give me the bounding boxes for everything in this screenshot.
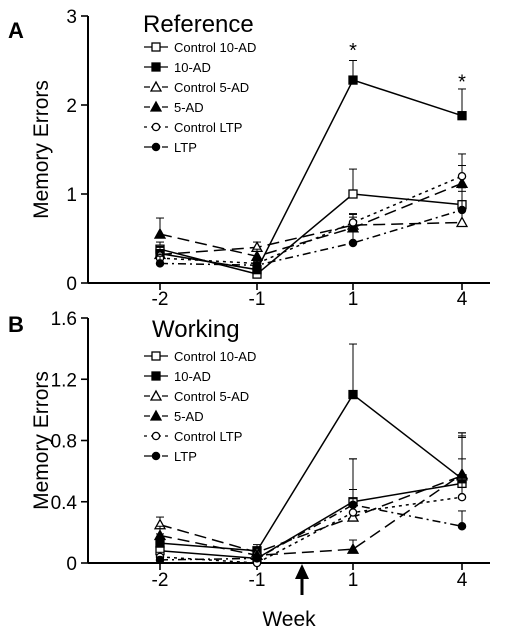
panel-a-series-control-5-ad-line [159, 221, 463, 256]
panel-b-legend-marker [151, 351, 161, 361]
panel-a-legend-label: 10-AD [174, 60, 211, 75]
panel-a-x-tick-label: 1 [348, 289, 359, 310]
panel-a-legend-label: Control LTP [174, 120, 242, 135]
panel-a-series-control-5-ad-point [455, 216, 469, 228]
panel-b-legend-label: Control 5-AD [174, 389, 249, 404]
panel-a-x-tick-label: 4 [457, 289, 468, 310]
panel-a-legend-marker [151, 62, 161, 72]
panel-a-series-control-10-ad-line [159, 193, 463, 275]
panel-a: A 0 1 2 3 -2 -1 1 4 Memory Errors Reference * * Contr… [8, 7, 490, 310]
panel-b-series-control-ltp-point [348, 508, 358, 517]
panel-b-legend-label: Control LTP [174, 429, 242, 444]
panel-b-legend-marker [149, 389, 163, 401]
panel-b-series-control-ltp-point [457, 492, 467, 502]
panel-a-y-axis-label: Memory Errors [30, 80, 53, 219]
panel-a-series-control-ltp-point [348, 218, 358, 227]
panel-a-significance-star: * [458, 71, 466, 93]
panel-b-legend-label: Control 10-AD [174, 349, 256, 364]
panel-a-series-5-ad [153, 165, 469, 261]
panel-b-x-tick-label: -2 [152, 570, 169, 591]
panel-b-label: B [8, 312, 24, 337]
panel-b-legend-marker [151, 431, 161, 441]
panel-b-series-control-5-ad [153, 432, 469, 557]
panel-b-series-ltp [155, 489, 467, 565]
panel-a-legend: Control 10-AD 10-AD Control 5-AD 5-AD Contro… [144, 40, 256, 155]
panel-a-series-ltp-point [348, 238, 358, 248]
panel-b-series-control-5-ad-line [159, 475, 463, 554]
panel-b-series-5-ad-point [346, 542, 360, 554]
panel-b-y-tick-label: 0.8 [51, 432, 77, 453]
panel-a-label: A [8, 18, 24, 43]
panel-b-x-tick-label: 1 [348, 570, 359, 591]
panel-a-legend-label: Control 10-AD [174, 40, 256, 55]
panel-a-series-5-ad-point [153, 227, 167, 239]
panel-a-legend-marker [149, 80, 163, 92]
panel-b-series-ltp-line [159, 504, 463, 561]
panel-a-title: Reference [143, 11, 254, 38]
panel-a-y-tick-label: 2 [66, 96, 77, 117]
panel-a-y-tick-label: 1 [66, 185, 77, 206]
panel-a-series-ltp-point [155, 259, 165, 268]
panel-b-x-tick-label: -1 [249, 570, 266, 591]
panel-a-y-tick-label: 3 [66, 7, 77, 28]
panel-a-legend-label: Control 5-AD [174, 80, 249, 95]
panel-b-y-tick-label: 1.2 [51, 370, 77, 391]
panel-a-legend-marker [151, 42, 161, 52]
panel-a-series-10-ad-point [348, 75, 358, 85]
panel-b-series-ltp-point [348, 500, 358, 510]
panel-b-title: Working [152, 316, 240, 343]
panel-a-series-10-ad-point [457, 111, 467, 121]
panel-b-legend-marker [151, 371, 161, 381]
panel-b-y-tick-label: 0.4 [51, 493, 78, 514]
up-arrow-icon [295, 564, 309, 595]
panel-b-y-tick-label: 1.6 [51, 309, 77, 330]
panel-b-x-axis-label: Week [262, 608, 316, 631]
panel-b-series-5-ad-point [153, 529, 167, 541]
panel-b-legend-label: LTP [174, 449, 197, 464]
panel-b-x-tick-label: 4 [457, 570, 468, 591]
panel-b-series-ltp-point [457, 522, 467, 531]
panel-b-series-5-ad [153, 432, 469, 560]
panel-a-series-control-ltp-line [159, 175, 463, 265]
panel-a-series-control-10-ad-point [348, 189, 358, 199]
panel-b-legend-label: 10-AD [174, 369, 211, 384]
panel-b-series-10-ad-point [155, 538, 165, 548]
panel-a-y-tick-label: 0 [66, 274, 77, 295]
panel-a-series-ltp [155, 187, 467, 270]
panel-b-legend-label: 5-AD [174, 409, 204, 424]
panel-a-x-tick-label: -1 [249, 289, 266, 310]
panel-b-legend-marker [151, 451, 161, 461]
up-arrow-head [295, 564, 309, 579]
panel-b-series-ltp-point [155, 555, 165, 565]
panel-b-series-10-ad-point [348, 389, 358, 400]
panel-a-legend-marker [151, 142, 161, 152]
panel-a-legend-label: LTP [174, 140, 197, 155]
panel-b-legend: Control 10-AD 10-AD Control 5-AD 5-AD Contro… [144, 349, 256, 464]
panel-a-series-control-ltp-point [457, 171, 467, 181]
panel-b-series-control-ltp [155, 458, 467, 568]
panel-b-series-ltp-point [252, 554, 262, 563]
panel-a-series-10-ad-line [159, 79, 463, 271]
panel-b: B 0 0.4 0.8 1.2 1.6 -2 -1 1 4 Memory Errors Week Wor… [8, 309, 490, 631]
panel-a-legend-marker [149, 100, 163, 112]
panel-b-y-tick-label: 0 [66, 554, 77, 575]
panel-a-series-5-ad-line [159, 182, 463, 258]
panel-a-legend-label: 5-AD [174, 100, 204, 115]
panel-a-series-control-ltp [155, 153, 467, 268]
panel-b-series-control-10-ad-line [159, 482, 463, 560]
panel-a-x-tick-label: -2 [152, 289, 169, 310]
panel-a-series-ltp-line [159, 209, 463, 266]
panel-b-series-control-ltp-line [159, 496, 463, 564]
panel-b-legend-marker [149, 409, 163, 421]
panel-a-series-ltp-point [252, 260, 262, 270]
panel-a-series-ltp-point [457, 205, 467, 215]
panel-a-significance-star: * [349, 40, 357, 62]
panel-b-series-5-ad-line [159, 473, 463, 557]
panel-a-legend-marker [151, 122, 161, 132]
panel-b-y-axis-label: Memory Errors [30, 371, 53, 510]
panel-a-series-control-5-ad [153, 208, 469, 260]
panel-b-series-10-ad-line [159, 393, 463, 552]
